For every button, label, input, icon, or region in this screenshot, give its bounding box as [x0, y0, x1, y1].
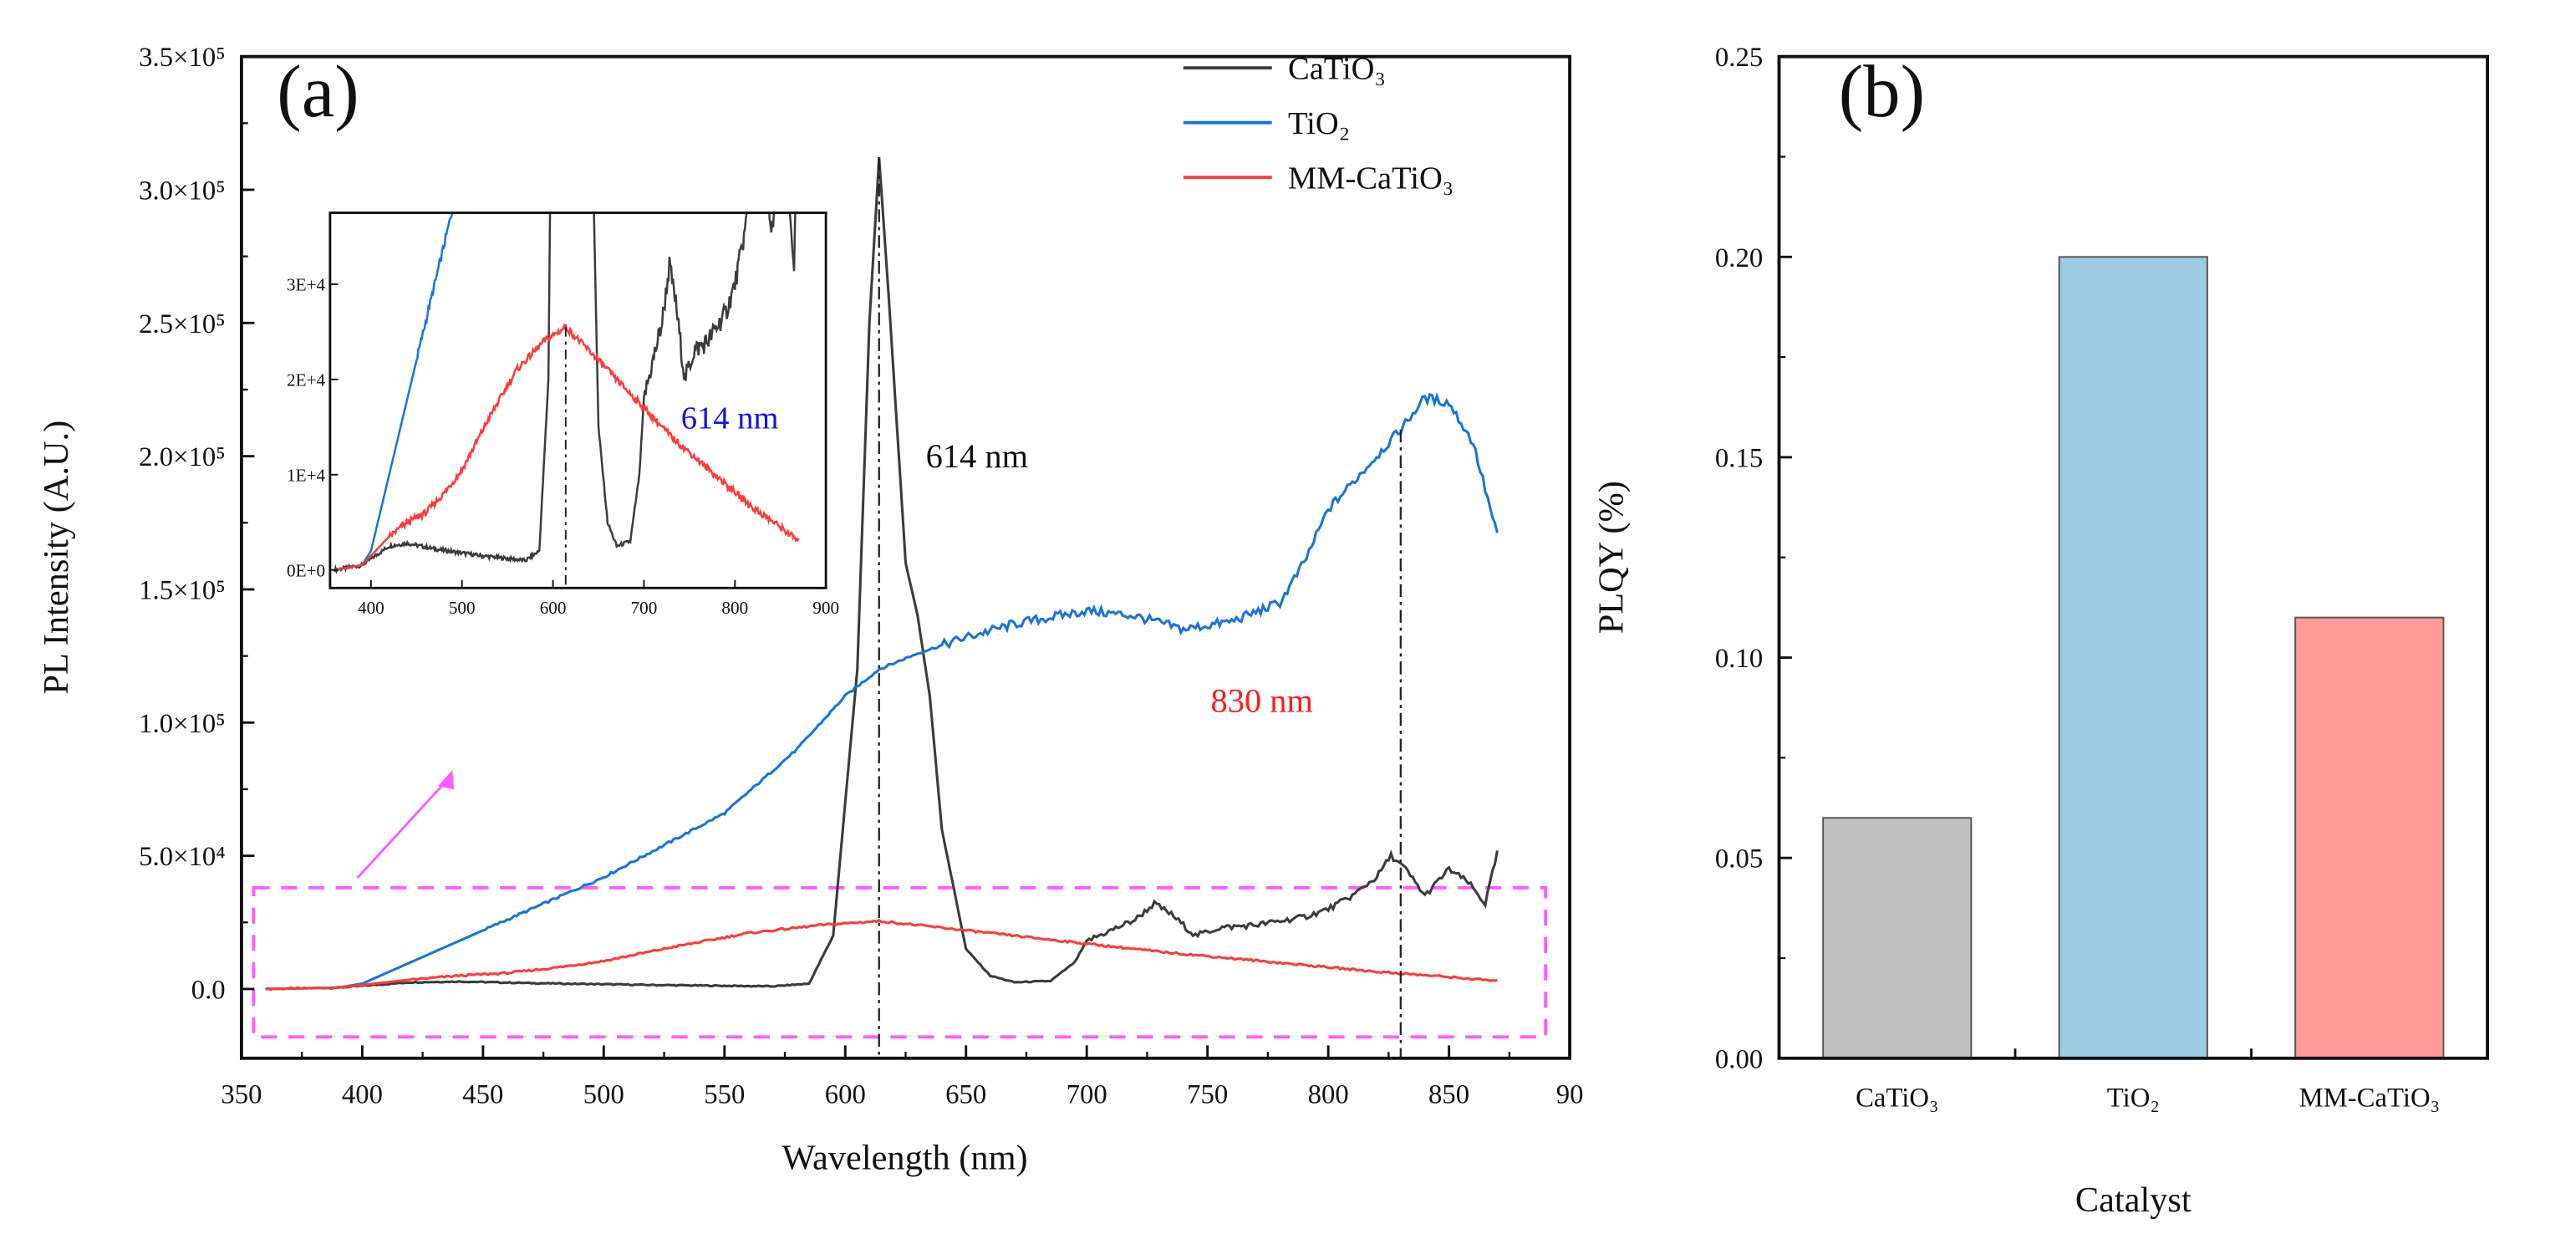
inset-annotation-614nm: 614 nm: [681, 401, 779, 436]
x-tick-label: 500: [583, 1080, 624, 1110]
x-tick-label: 400: [342, 1080, 383, 1110]
inset-x-tick-label: 400: [358, 598, 384, 618]
inset-y-tick-label: 2E+4: [287, 370, 325, 390]
y-tick-label: 3.0×10⁵: [139, 176, 226, 207]
panel-a-label: (a): [277, 51, 359, 133]
inset-x-tick-label: 800: [721, 598, 748, 618]
y-tick-label: 1.5×10⁵: [139, 576, 226, 606]
inset-x-tick-label: 500: [449, 598, 476, 618]
x-tick-label: 850: [1428, 1080, 1469, 1110]
bar-0: [1822, 817, 1973, 1059]
x-axis-title-b: Catalyst: [2075, 1180, 2192, 1220]
y-tick-label: 0.05: [1715, 844, 1763, 875]
x-tick-label: 750: [1187, 1080, 1228, 1110]
series-line-1: [265, 392, 1499, 991]
x-axis-title-a: Wavelength (nm): [781, 1139, 1027, 1178]
y-tick-label: 2.0×10⁵: [139, 442, 226, 472]
y-tick-label: 3.5×10⁵: [139, 43, 226, 73]
inset-y-tick-label: 0E+0: [287, 560, 325, 580]
inset-background: [329, 212, 827, 589]
bar-1: [2058, 256, 2208, 1059]
y-tick-label: 0.10: [1715, 644, 1763, 674]
x-tick-label: CaTiO₃: [1856, 1084, 1938, 1114]
inset-x-tick-label: 600: [540, 598, 567, 618]
annotation-830nm: 830 nm: [1211, 682, 1313, 720]
inset-y-tick-label: 1E+4: [287, 465, 325, 485]
bar-2: [2294, 616, 2445, 1059]
x-tick-label: 800: [1308, 1080, 1349, 1110]
panel-b-label: (b): [1839, 51, 1925, 133]
x-tick-label: 550: [704, 1080, 745, 1110]
x-tick-label: 600: [825, 1080, 866, 1110]
x-tick-label: TiO₂: [2107, 1084, 2160, 1114]
y-tick-label: 0.25: [1715, 43, 1763, 73]
series-line-0: [265, 157, 1499, 992]
x-tick-label: 350: [221, 1080, 262, 1110]
y-tick-label: 0.0: [191, 976, 226, 1006]
x-tick-label: 90: [1556, 1080, 1584, 1110]
y-axis-title-a: PL Intensity (A.U.): [37, 421, 76, 695]
x-tick-label: 450: [462, 1080, 503, 1110]
legend: CaTiO₃ TiO₂ MM-CaTiO₃: [1183, 52, 1453, 196]
inset-series: [333, 212, 800, 574]
y-axis-title-b: PLQY (%): [1592, 481, 1632, 634]
inset-y-tick-label: 3E+4: [287, 275, 325, 295]
inset-plot: 400 500 600 700 800 900 0E+0 1E+4 2E+4 3E+4: [287, 212, 839, 618]
highlight-box: [252, 885, 1548, 1039]
panel-b: (b) Catalyst PLQY (%) CaTiO₃ TiO₂ MM-CaTiO…: [1592, 43, 2489, 1220]
arrow-head-icon: [437, 769, 455, 790]
series-line-2: [265, 918, 1498, 991]
y-tick-label: 0.15: [1715, 443, 1763, 473]
inset-series-line-0: [333, 212, 797, 574]
legend-label: MM-CaTiO₃: [1288, 161, 1453, 196]
inset-series-line-2: [334, 323, 800, 571]
inset-x-tick-label: 700: [631, 598, 658, 618]
legend-label: TiO₂: [1288, 106, 1350, 141]
x-tick-label: MM-CaTiO₃: [2299, 1084, 2440, 1114]
legend-label: CaTiO₃: [1288, 52, 1386, 87]
magnify-arrow: [356, 778, 449, 880]
y-tick-label: 1.0×10⁵: [139, 709, 226, 739]
y-tick-label: 2.5×10⁵: [139, 309, 226, 339]
panel-a: (a) Wavelength (nm) PL Intensity (A.U.) …: [37, 43, 1584, 1177]
y-tick-label: 0.00: [1715, 1044, 1763, 1074]
y-tick-label: 5.0×10⁴: [139, 842, 226, 872]
inset-x-tick-label: 900: [812, 598, 839, 618]
x-tick-label: 700: [1067, 1080, 1107, 1110]
y-tick-label: 0.20: [1715, 243, 1763, 273]
inset-series-line-1: [334, 212, 454, 571]
inset-frame: [328, 212, 827, 589]
annotation-614nm: 614 nm: [926, 437, 1028, 475]
x-tick-label: 650: [945, 1080, 986, 1110]
